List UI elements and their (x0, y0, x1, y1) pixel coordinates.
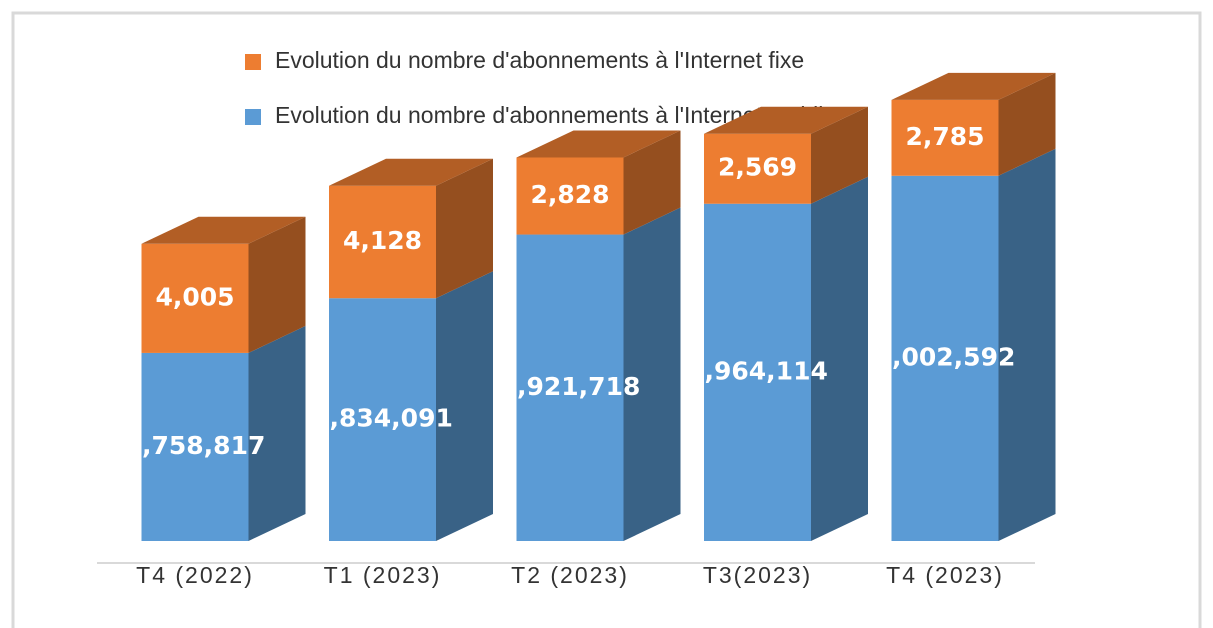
bar-top (891, 72, 1056, 100)
bar-side (623, 207, 681, 542)
data-label: 2,921,718 (500, 372, 641, 401)
x-tick-label: T2 (2023) (511, 562, 629, 588)
data-label: 2,964,114 (687, 356, 828, 385)
bar (704, 203, 811, 541)
x-tick-label: T3(2023) (703, 562, 812, 588)
bar-side (248, 216, 306, 353)
bar (516, 157, 624, 235)
legend-swatch (245, 54, 261, 70)
bar (329, 298, 436, 541)
bar-side (998, 148, 1056, 541)
bar (516, 234, 624, 542)
bar (141, 352, 249, 541)
bar (704, 133, 811, 204)
bar-side (998, 72, 1056, 176)
data-label: 4,128 (343, 226, 422, 255)
data-label: 2,834,091 (312, 404, 453, 433)
bar-side (811, 176, 868, 541)
bar-side (811, 106, 868, 204)
bar-top (704, 106, 868, 134)
x-tick-label: T4 (2023) (886, 562, 1004, 588)
x-tick-label: T1 (2023) (324, 562, 442, 588)
bar-side (623, 130, 681, 235)
bar-top (516, 130, 681, 158)
bar (141, 243, 249, 353)
bar-top (329, 158, 493, 186)
bar (329, 185, 436, 299)
bar (891, 175, 999, 541)
bar (891, 99, 999, 176)
legend-swatch (245, 109, 261, 125)
data-label: 4,005 (155, 282, 234, 311)
data-label: 3,002,592 (875, 342, 1016, 371)
bar-side (436, 271, 493, 541)
data-label: 2,758,817 (125, 431, 266, 460)
data-label: 2,785 (905, 122, 984, 151)
x-tick-label: T4 (2022) (136, 562, 254, 588)
bar-side (248, 325, 306, 541)
data-label: 2,828 (530, 180, 609, 209)
frame (11, 11, 1202, 628)
data-label: 2,569 (718, 153, 797, 182)
bar-top (141, 216, 306, 244)
bar-side (436, 158, 493, 299)
legend-label: Evolution du nombre d'abonnements à l'In… (275, 47, 804, 73)
